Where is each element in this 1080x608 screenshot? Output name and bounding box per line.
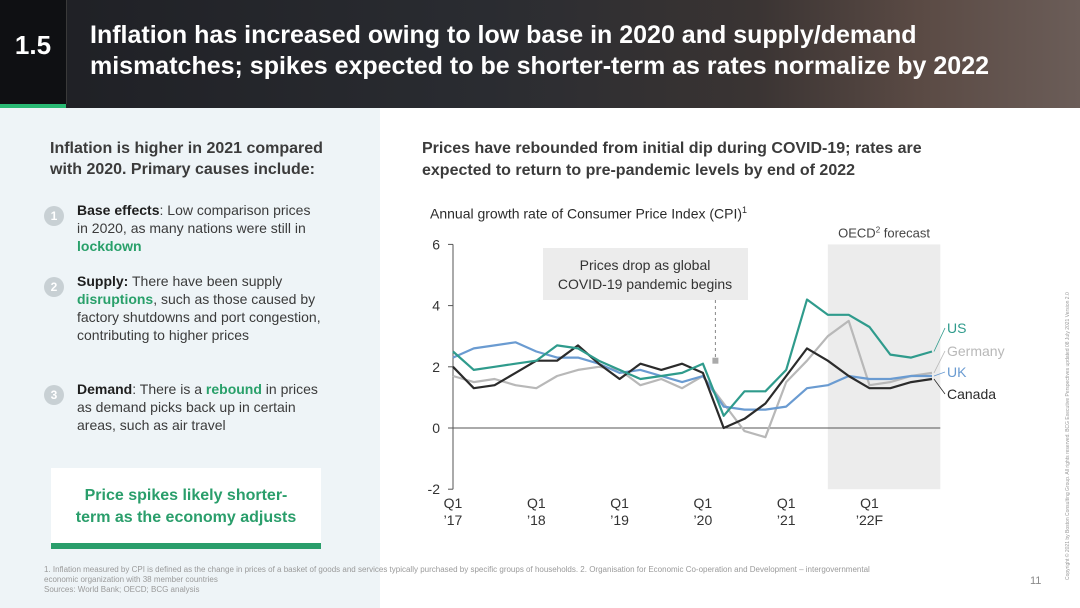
series-leader-germany [933, 350, 946, 374]
header-banner [0, 0, 1080, 108]
cause-number-badge: 3 [44, 385, 64, 405]
cause-text-a: There have been supply [128, 273, 283, 289]
callout-line1: Price spikes likely shorter- [84, 487, 288, 504]
cause-label: Supply: [77, 273, 129, 289]
left-heading-line1: Inflation is higher in 2021 compared [50, 140, 323, 157]
series-leader-uk [933, 371, 946, 377]
section-number-box: 1.5 [0, 0, 67, 104]
chart-title-sup: 1 [742, 205, 748, 215]
x-tick-label-year: ’17 [444, 512, 463, 528]
cause-number-badge: 2 [44, 277, 64, 297]
y-tick-label: 0 [432, 420, 440, 436]
series-label-germany: Germany [947, 343, 1005, 359]
x-tick-label: Q1 [694, 495, 713, 511]
y-tick-label: -2 [428, 481, 441, 497]
series-leader-us [933, 327, 946, 352]
cause-text: Base effects: Low comparison prices in 2… [77, 201, 322, 255]
left-heading-line2: with 2020. Primary causes include: [50, 161, 316, 178]
forecast-region [827, 244, 941, 490]
series-label-us: US [947, 320, 966, 336]
x-tick-label: Q1 [527, 495, 546, 511]
page-title-line2: mismatches; spikes expected to be shorte… [90, 52, 989, 80]
x-tick-label: Q1 [610, 495, 629, 511]
right-heading-line2: expected to return to pre-pandemic level… [422, 162, 856, 179]
annotation-marker [712, 357, 719, 364]
y-tick-label: 6 [432, 236, 440, 252]
callout-underline [51, 543, 321, 549]
callout-box: Price spikes likely shorter- term as the… [51, 468, 321, 546]
series-line-uk [452, 341, 932, 411]
footnote-line1: 1. Inflation measured by CPI is defined … [44, 565, 870, 574]
x-tick-label-year: ’20 [694, 512, 713, 528]
x-tick-label-year: ’22F [856, 512, 883, 528]
cause-text-b: , such as those caused by factory shutdo… [77, 291, 321, 343]
chart-title-text: Annual growth rate of Consumer Price Ind… [430, 205, 743, 222]
series-label-uk: UK [947, 364, 967, 380]
x-tick-label-year: ’19 [610, 512, 629, 528]
x-tick-label-year: ’21 [777, 512, 796, 528]
x-tick-label-year: ’18 [527, 512, 546, 528]
header-accent-bar [0, 104, 66, 108]
annotation-box [543, 248, 748, 300]
cause-highlight: disruptions [77, 291, 154, 307]
cause-highlight: lockdown [77, 238, 142, 254]
series-label-canada: Canada [947, 386, 996, 402]
cause-text-a: : There is a [132, 381, 206, 397]
series-line-germany [452, 319, 933, 439]
right-heading: Prices have rebounded from initial dip d… [422, 138, 1022, 182]
page-number: 11 [1030, 575, 1042, 587]
series-leader-canada [933, 378, 946, 395]
cause-text-b: in prices as demand picks back up in cer… [77, 381, 318, 433]
y-tick-label: 4 [432, 298, 440, 314]
cause-text-a: : Low comparison prices in 2020, as many… [77, 202, 311, 236]
cause-label: Base effects [77, 202, 160, 218]
forecast-label: OECD2 forecast [838, 225, 930, 240]
annotation-line2: COVID-19 pandemic begins [558, 276, 732, 292]
footnote-sources: Sources: World Bank; OECD; BCG analysis [44, 585, 200, 594]
footnote-line2: economic organization with 38 member cou… [44, 575, 218, 584]
cause-highlight: rebound [205, 381, 262, 397]
cause-number-badge: 1 [44, 206, 64, 226]
right-heading-line1: Prices have rebounded from initial dip d… [422, 140, 922, 157]
callout-text: Price spikes likely shorter- term as the… [51, 485, 321, 529]
series-line-us [452, 298, 933, 417]
page-title-line1: Inflation has increased owing to low bas… [90, 21, 917, 49]
cause-text: Supply: There have been supply disruptio… [77, 272, 322, 344]
copyright-notice: Copyright © 2021 by Boston Consulting Gr… [1065, 292, 1071, 580]
callout-line2: term as the economy adjusts [75, 509, 297, 526]
footnote: 1. Inflation measured by CPI is defined … [44, 565, 1004, 595]
cause-label: Demand [77, 381, 133, 397]
section-number: 1.5 [14, 30, 52, 60]
left-heading: Inflation is higher in 2021 compared wit… [50, 138, 370, 180]
y-tick-label: 2 [432, 359, 440, 375]
x-tick-label: Q1 [860, 495, 879, 511]
annotation-line1: Prices drop as global [580, 257, 711, 273]
chart-title: Annual growth rate of Consumer Price Ind… [430, 205, 747, 222]
cause-text: Demand: There is a rebound in prices as … [77, 380, 322, 434]
page-title: Inflation has increased owing to low bas… [90, 20, 1070, 82]
x-tick-label: Q1 [777, 495, 796, 511]
x-tick-label: Q1 [444, 495, 463, 511]
